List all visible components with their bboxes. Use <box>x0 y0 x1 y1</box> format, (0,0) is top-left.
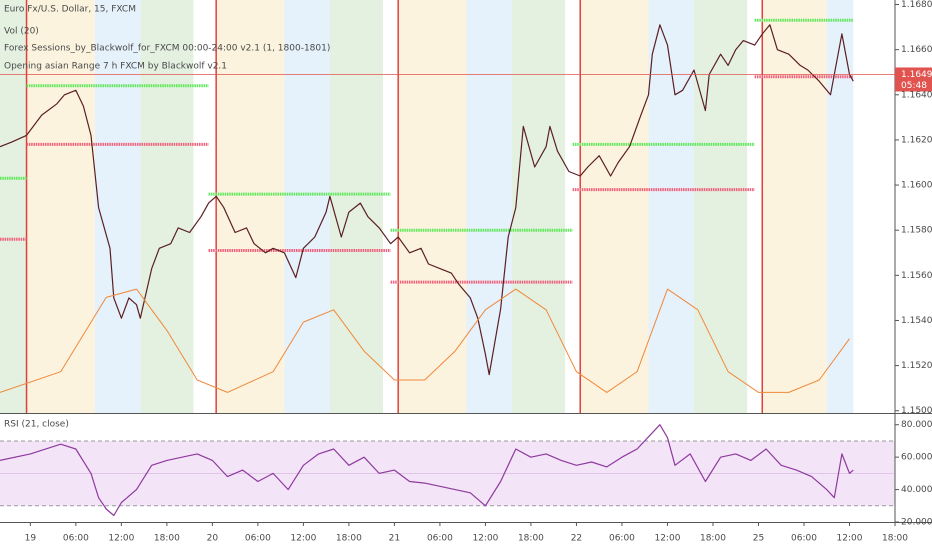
y-tick-label: 40.0000 <box>901 485 932 495</box>
session-band <box>694 0 748 413</box>
y-tick-label: 60.0000 <box>901 453 932 463</box>
x-tick-label: 18:00 <box>336 534 362 544</box>
y-tick-label: 1.15000 <box>901 406 932 416</box>
y-tick-label: 1.15600 <box>901 271 932 281</box>
price-tag <box>895 67 932 92</box>
series-line <box>0 424 854 517</box>
x-tick-label: 06:00 <box>609 534 635 544</box>
x-tick-label: 06:00 <box>427 534 453 544</box>
y-tick-label: 1.15400 <box>901 316 932 326</box>
session-band <box>26 0 95 413</box>
session-band <box>216 0 285 413</box>
countdown-label: 05:48 <box>901 81 927 91</box>
right-axis-bg <box>895 0 932 550</box>
x-tick-label: 12:00 <box>837 534 863 544</box>
x-tick-label: 06:00 <box>63 534 89 544</box>
x-tick-label: 18:00 <box>882 534 908 544</box>
chart-title: Euro Fx/U.S. Dollar, 15, FXCM <box>4 5 136 15</box>
x-tick-label: 12:00 <box>654 534 680 544</box>
volume-ma-line <box>0 288 850 393</box>
y-tick-label: 1.15800 <box>901 226 932 236</box>
session-band <box>580 0 649 413</box>
plot-layer <box>0 0 932 526</box>
rsi-title: RSI (21, close) <box>4 420 69 430</box>
session-band <box>648 0 695 413</box>
y-tick-label: 1.16800 <box>901 0 932 10</box>
x-tick-label: 20 <box>207 534 219 544</box>
x-tick-label: 18:00 <box>518 534 544 544</box>
x-tick-label: 12:00 <box>290 534 316 544</box>
y-tick-label: 20.0000 <box>901 518 932 528</box>
session-band <box>511 0 566 413</box>
series-line <box>0 24 854 376</box>
y-tick-label: 1.16000 <box>901 181 932 191</box>
y-tick-label: 1.16600 <box>901 45 932 55</box>
session-band <box>284 0 330 413</box>
x-tick-label: 22 <box>571 534 582 544</box>
x-tick-label: 21 <box>389 534 400 544</box>
x-tick-label: 06:00 <box>791 534 817 544</box>
indicator-label: Vol (20) <box>4 27 39 37</box>
x-tick-label: 12:00 <box>472 534 498 544</box>
session-band <box>466 0 512 413</box>
y-tick-label: 1.16400 <box>901 90 932 100</box>
x-tick-label: 18:00 <box>154 534 180 544</box>
x-tick-label: 19 <box>25 534 37 544</box>
x-tick-label: 12:00 <box>108 534 134 544</box>
indicator-label: Forex Sessions_by_Blackwolf_for_FXCM 00:… <box>4 44 330 54</box>
y-tick-label: 1.16200 <box>901 135 932 145</box>
x-tick-label: 06:00 <box>245 534 271 544</box>
text-layer: Euro Fx/U.S. Dollar, 15, FXCM Vol (20) F… <box>4 0 932 543</box>
indicator-label: Opening asian Range 7 h FXCM by Blackwol… <box>4 62 227 72</box>
session-band <box>762 0 827 413</box>
session-band <box>398 0 467 413</box>
x-tick-label: 25 <box>753 534 764 544</box>
session-band <box>94 0 141 413</box>
session-band <box>140 0 194 413</box>
y-tick-label: 1.15200 <box>901 361 932 371</box>
x-tick-label: 18:00 <box>700 534 726 544</box>
session-band <box>0 0 27 413</box>
y-tick-label: 80.0000 <box>901 420 932 430</box>
